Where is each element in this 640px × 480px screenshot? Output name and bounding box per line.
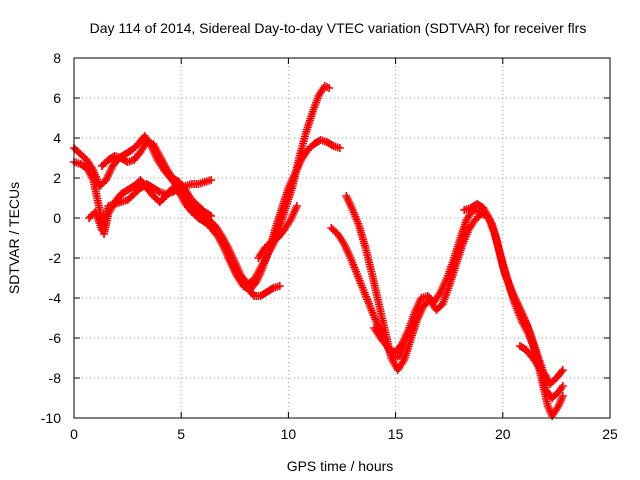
y-tick-label: -6	[49, 330, 62, 346]
data-point-fill	[154, 187, 163, 195]
data-point-fill	[327, 141, 336, 149]
x-tick-label: 15	[388, 426, 404, 442]
data-point	[558, 392, 567, 400]
data-series	[370, 304, 424, 362]
data-point	[335, 144, 344, 152]
x-tick-label: 0	[70, 426, 78, 442]
data-point	[325, 84, 334, 92]
y-tick-label: 0	[53, 210, 61, 226]
data-series	[254, 202, 301, 262]
grid	[74, 58, 610, 418]
x-axis-label: GPS time / hours	[287, 458, 394, 474]
axis-ticks: 0 5 10 15 20 25 -10 -8 -6 -4 -2 0 2 4 6 8	[41, 50, 618, 442]
data-point-fill	[540, 370, 549, 379]
data-point	[207, 212, 216, 220]
x-tick-label: 10	[281, 426, 297, 442]
data-point-fill	[267, 285, 276, 293]
y-tick-label: 2	[53, 170, 61, 186]
data-point	[415, 304, 424, 312]
data-point	[541, 372, 550, 380]
y-tick-label: 4	[53, 130, 61, 146]
chart-title: Day 114 of 2014, Sidereal Day-to-day VTE…	[90, 20, 587, 36]
y-tick-label: -8	[49, 370, 62, 386]
x-tick-label: 20	[495, 426, 511, 442]
x-tick-label: 5	[177, 426, 185, 442]
data-point	[275, 282, 284, 290]
plot-frame	[73, 57, 611, 419]
y-tick-label: 8	[53, 50, 61, 66]
data-point	[292, 202, 301, 210]
data-series	[224, 254, 284, 300]
data-point	[558, 382, 567, 390]
data-point-fill	[173, 185, 182, 193]
data-point	[207, 176, 216, 184]
y-tick-label: 6	[53, 90, 61, 106]
data-series	[97, 138, 216, 220]
x-tick-label: 25	[602, 426, 618, 442]
data-series	[515, 342, 550, 380]
data-point-fill	[557, 367, 566, 376]
y-tick-label: -10	[41, 410, 61, 426]
y-tick-label: -2	[49, 250, 62, 266]
data-layer	[70, 82, 567, 420]
data-point	[558, 366, 567, 374]
y-axis-label: SDTVAR / TECUs	[6, 182, 22, 294]
data-point-fill	[205, 211, 214, 219]
y-tick-label: -4	[49, 290, 62, 306]
